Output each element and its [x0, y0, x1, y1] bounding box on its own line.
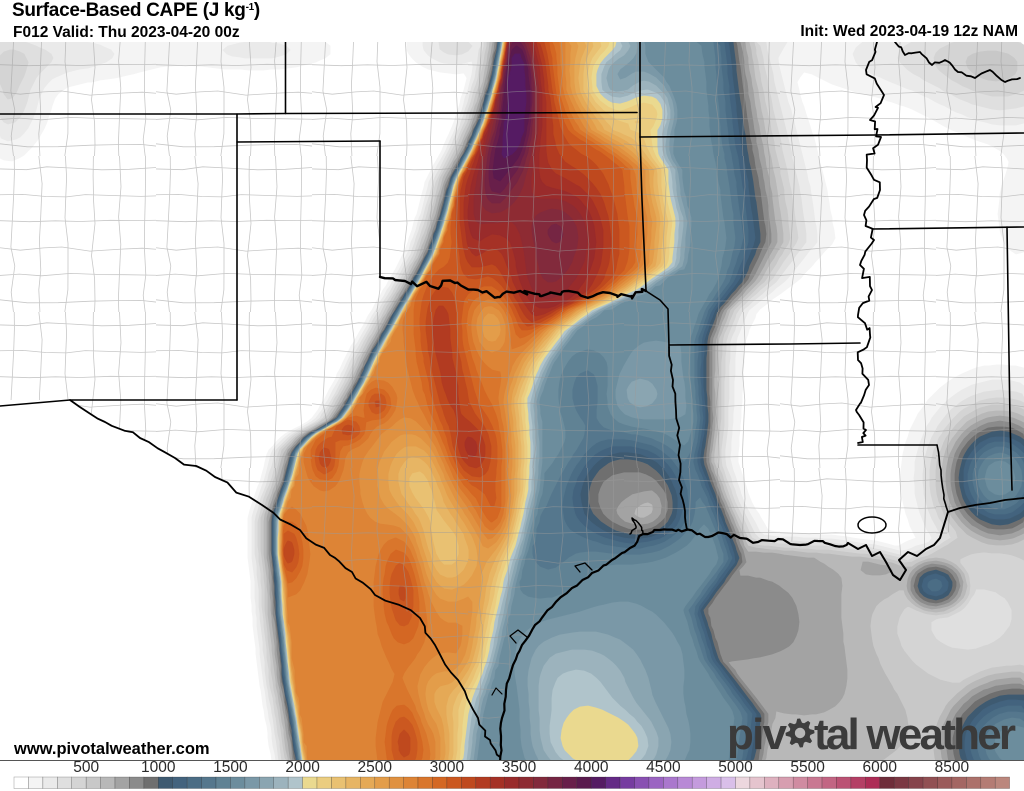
svg-text:4500: 4500: [646, 759, 681, 776]
svg-text:2500: 2500: [358, 759, 393, 776]
svg-text:3500: 3500: [502, 759, 537, 776]
svg-text:3000: 3000: [430, 759, 465, 776]
svg-text:2000: 2000: [285, 759, 320, 776]
svg-text:8500: 8500: [935, 759, 970, 776]
svg-text:1000: 1000: [141, 759, 176, 776]
svg-text:5000: 5000: [718, 759, 753, 776]
svg-text:1500: 1500: [213, 759, 248, 776]
svg-text:5500: 5500: [790, 759, 825, 776]
svg-text:tal weather: tal weather: [814, 710, 1016, 759]
svg-text:piv: piv: [727, 710, 788, 759]
svg-text:4000: 4000: [574, 759, 609, 776]
svg-text:6000: 6000: [863, 759, 898, 776]
svg-text:500: 500: [73, 759, 99, 776]
